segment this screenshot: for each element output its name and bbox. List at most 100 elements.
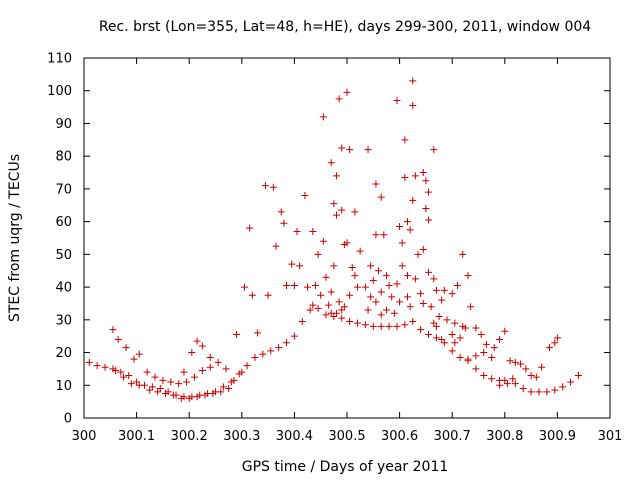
- data-point: [293, 227, 301, 235]
- data-point: [519, 385, 527, 393]
- data-point: [482, 340, 490, 348]
- data-point: [238, 368, 246, 376]
- data-point: [332, 172, 340, 180]
- data-point: [382, 306, 390, 314]
- data-point: [385, 281, 393, 289]
- data-point: [248, 291, 256, 299]
- data-point: [480, 371, 488, 379]
- data-point: [401, 136, 409, 144]
- data-point: [398, 262, 406, 270]
- data-point: [348, 263, 356, 271]
- data-point: [112, 367, 120, 375]
- data-point: [277, 208, 285, 216]
- data-point: [296, 262, 304, 270]
- data-point: [406, 226, 414, 234]
- data-point: [472, 365, 480, 373]
- data-point: [325, 301, 333, 309]
- data-point: [480, 349, 488, 357]
- data-point: [346, 146, 354, 154]
- data-point: [335, 298, 343, 306]
- data-point: [409, 101, 417, 109]
- data-point: [511, 380, 519, 388]
- data-point: [456, 334, 464, 342]
- data-point: [338, 306, 346, 314]
- data-point: [317, 291, 325, 299]
- data-point: [459, 250, 467, 258]
- x-axis-label: GPS time / Days of year 2011: [242, 459, 449, 475]
- data-point: [456, 353, 464, 361]
- data-point: [406, 303, 414, 311]
- data-point: [419, 169, 427, 177]
- data-point: [233, 331, 241, 339]
- data-point: [290, 332, 298, 340]
- data-point: [301, 191, 309, 199]
- data-point: [122, 344, 130, 352]
- data-point: [422, 205, 430, 213]
- data-point: [411, 275, 419, 283]
- data-point: [259, 350, 267, 358]
- data-point: [288, 260, 296, 268]
- data-point: [346, 291, 354, 299]
- data-point: [167, 378, 175, 386]
- data-point: [201, 391, 209, 399]
- data-point: [409, 317, 417, 325]
- data-point: [488, 353, 496, 361]
- data-point: [393, 97, 401, 105]
- data-point: [335, 95, 343, 103]
- data-point: [440, 286, 448, 294]
- y-tick-label: 90: [55, 117, 72, 132]
- data-point: [422, 177, 430, 185]
- data-point: [396, 298, 404, 306]
- data-point: [338, 206, 346, 214]
- data-point: [251, 353, 259, 361]
- data-point: [527, 371, 535, 379]
- data-point: [427, 303, 435, 311]
- data-point: [135, 381, 143, 389]
- data-point: [343, 239, 351, 247]
- data-point: [430, 146, 438, 154]
- data-point: [243, 362, 251, 370]
- data-point: [488, 375, 496, 383]
- data-point: [351, 272, 359, 280]
- x-tick-label: 301: [598, 429, 623, 444]
- data-point: [117, 368, 125, 376]
- data-point: [432, 286, 440, 294]
- data-point: [190, 373, 198, 381]
- y-tick-label: 0: [64, 412, 72, 427]
- data-point: [551, 339, 559, 347]
- plot-frame: [83, 57, 611, 419]
- data-point: [432, 334, 440, 342]
- data-point: [314, 304, 322, 312]
- data-point: [214, 358, 222, 366]
- data-point: [367, 262, 375, 270]
- data-point: [517, 360, 525, 368]
- data-point: [85, 358, 93, 366]
- data-point: [425, 331, 433, 339]
- x-tick-label: 300.8: [486, 429, 523, 444]
- x-tick-label: 300.5: [328, 429, 365, 444]
- data-point: [377, 193, 385, 201]
- data-point: [390, 309, 398, 317]
- data-point: [506, 357, 514, 365]
- data-point: [398, 239, 406, 247]
- data-point: [377, 311, 385, 319]
- data-point: [509, 375, 517, 383]
- data-point: [372, 298, 380, 306]
- x-tick-label: 300.6: [381, 429, 418, 444]
- y-axis-label: STEC from uqrg / TECUs: [7, 154, 23, 322]
- data-point: [369, 322, 377, 330]
- data-point: [240, 283, 248, 291]
- y-tick-label: 100: [47, 84, 72, 99]
- data-point: [490, 344, 498, 352]
- data-point: [472, 324, 480, 332]
- data-point: [553, 334, 561, 342]
- data-point: [546, 344, 554, 352]
- data-point: [332, 211, 340, 219]
- data-point: [403, 218, 411, 226]
- data-point: [375, 267, 383, 275]
- data-point: [346, 317, 354, 325]
- data-point: [219, 383, 227, 391]
- data-point: [206, 353, 214, 361]
- data-point: [119, 373, 127, 381]
- data-point: [343, 88, 351, 96]
